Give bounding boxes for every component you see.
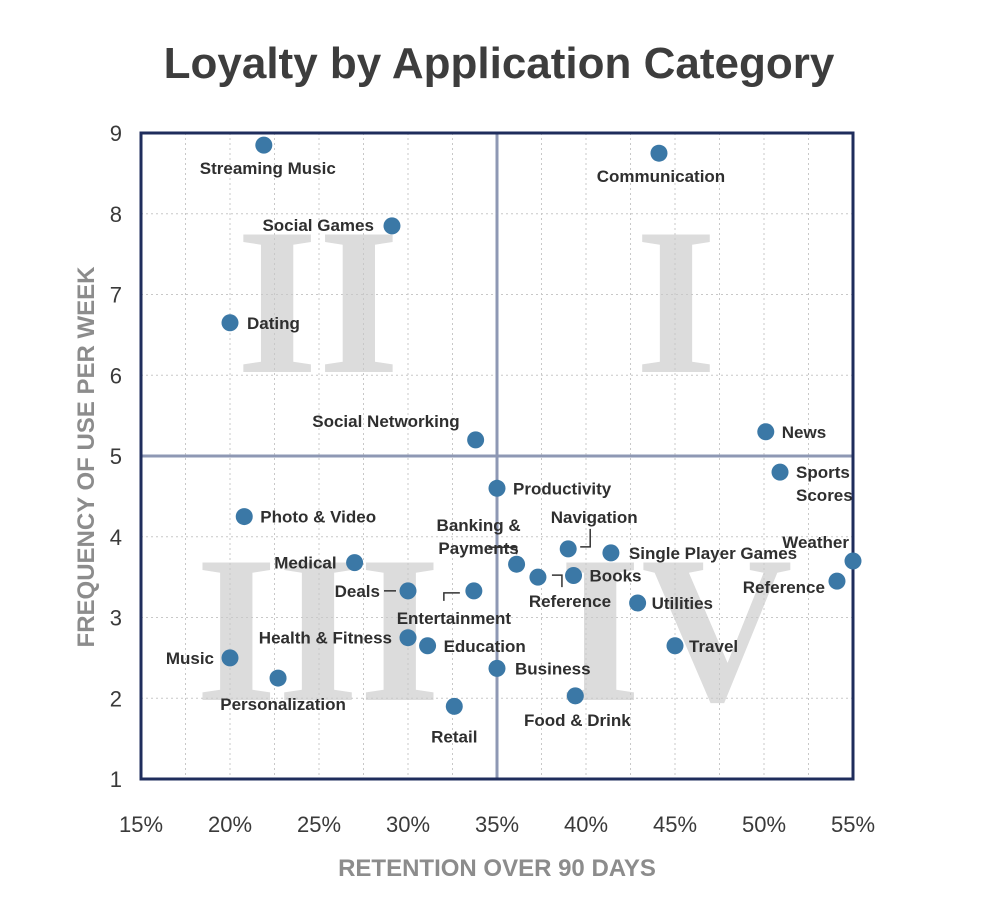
x-tick-label: 50% bbox=[742, 812, 786, 837]
data-point bbox=[602, 544, 620, 562]
data-label: Music bbox=[166, 649, 214, 668]
data-label: Payments bbox=[438, 539, 518, 558]
x-axis-label: RETENTION OVER 90 DAYS bbox=[338, 855, 656, 882]
data-label: Food & Drink bbox=[524, 711, 631, 730]
data-point bbox=[529, 568, 547, 586]
data-label: Navigation bbox=[551, 508, 638, 527]
quadrant-label-iv: IV bbox=[559, 514, 792, 746]
data-point bbox=[269, 669, 287, 687]
data-point bbox=[346, 554, 364, 572]
data-point bbox=[566, 687, 584, 705]
data-label: Entertainment bbox=[397, 609, 512, 628]
data-label: News bbox=[782, 423, 826, 442]
data-point bbox=[383, 217, 401, 235]
x-tick-label: 15% bbox=[119, 812, 163, 837]
data-label: Education bbox=[444, 637, 526, 656]
data-point bbox=[559, 540, 577, 558]
data-point bbox=[629, 594, 647, 612]
y-tick-label: 4 bbox=[110, 525, 122, 550]
data-point bbox=[399, 629, 417, 647]
data-point bbox=[221, 649, 239, 667]
data-label: Retail bbox=[431, 727, 477, 746]
plot-frame bbox=[139, 131, 855, 781]
data-point bbox=[221, 314, 239, 332]
data-point bbox=[465, 582, 483, 600]
x-tick-label: 35% bbox=[475, 812, 519, 837]
data-label: Photo & Video bbox=[260, 508, 376, 527]
data-point bbox=[757, 423, 775, 441]
data-label: Reference bbox=[529, 592, 611, 611]
data-label: Social Networking bbox=[312, 412, 459, 431]
quadrant-label-iii: III bbox=[195, 514, 440, 746]
y-tick-label: 8 bbox=[110, 202, 122, 227]
data-label: Reference bbox=[743, 578, 825, 597]
entertainment-leader-line bbox=[443, 592, 460, 601]
chart-title: Loyalty by Application Category bbox=[164, 39, 835, 88]
navigation-leader-line bbox=[580, 528, 591, 548]
y-tick-label: 5 bbox=[110, 444, 122, 469]
y-tick-label: 9 bbox=[110, 121, 122, 146]
data-label: Banking & bbox=[437, 516, 521, 535]
quadrant-label-i: I bbox=[635, 186, 717, 418]
data-label: Communication bbox=[597, 167, 725, 186]
data-label: Social Games bbox=[262, 216, 374, 235]
data-label: Scores bbox=[796, 486, 853, 505]
data-label: Sports bbox=[796, 463, 850, 482]
data-label: Utilities bbox=[652, 594, 713, 613]
data-label: Streaming Music bbox=[200, 159, 336, 178]
data-point bbox=[419, 637, 437, 655]
reference-leader-line bbox=[551, 574, 563, 588]
x-tick-label: 45% bbox=[653, 812, 697, 837]
y-tick-label: 3 bbox=[110, 606, 122, 631]
data-point bbox=[844, 552, 862, 570]
data-point bbox=[565, 567, 583, 585]
data-point bbox=[488, 659, 506, 677]
data-point bbox=[255, 136, 273, 154]
data-label: Productivity bbox=[513, 479, 612, 498]
y-tick-label: 2 bbox=[110, 686, 122, 711]
x-tick-label: 25% bbox=[297, 812, 341, 837]
x-tick-label: 55% bbox=[831, 812, 875, 837]
y-axis-label: FREQUENCY OF USE PER WEEK bbox=[73, 266, 100, 648]
data-point bbox=[235, 508, 253, 526]
data-point bbox=[828, 572, 846, 590]
data-label: Books bbox=[590, 567, 642, 586]
data-label: Personalization bbox=[220, 695, 346, 714]
data-point bbox=[399, 582, 417, 600]
y-tick-label: 6 bbox=[110, 363, 122, 388]
x-tick-label: 30% bbox=[386, 812, 430, 837]
data-label: Business bbox=[515, 659, 591, 678]
data-label: Health & Fitness bbox=[259, 629, 392, 648]
data-point bbox=[650, 144, 668, 162]
data-label: Deals bbox=[335, 582, 380, 601]
data-label: Dating bbox=[247, 314, 300, 333]
data-point bbox=[445, 697, 463, 715]
data-point bbox=[771, 463, 789, 481]
data-label: Travel bbox=[689, 637, 738, 656]
data-label: Medical bbox=[274, 554, 336, 573]
data-point bbox=[467, 431, 485, 449]
x-tick-label: 20% bbox=[208, 812, 252, 837]
data-point bbox=[508, 555, 526, 573]
x-tick-label: 40% bbox=[564, 812, 608, 837]
banking-leader-line bbox=[488, 546, 518, 555]
data-point bbox=[666, 637, 684, 655]
quadrant-label-ii: II bbox=[236, 186, 399, 418]
y-tick-label: 7 bbox=[110, 283, 122, 308]
data-label: Single Player Games bbox=[629, 544, 797, 563]
data-point bbox=[488, 479, 506, 497]
data-label: Weather bbox=[782, 533, 849, 552]
y-tick-label: 1 bbox=[110, 767, 122, 792]
